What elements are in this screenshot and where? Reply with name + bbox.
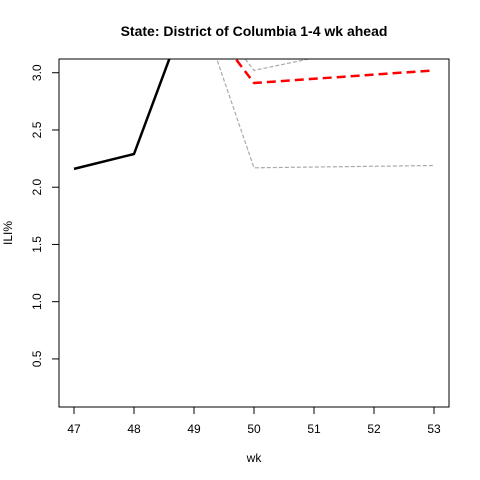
x-tick-label: 48 (127, 422, 141, 436)
y-tick-label: 3.0 (30, 64, 44, 81)
y-axis-label: ILI% (1, 221, 15, 245)
x-tick-label: 47 (67, 422, 81, 436)
y-tick-label: 0.5 (30, 350, 44, 367)
series-line-2-dashed (234, 59, 435, 85)
y-tick-label: 2.0 (30, 179, 44, 196)
x-tick-label: 53 (427, 422, 441, 436)
x-axis: 47 48 49 50 51 52 53 (67, 407, 441, 436)
chart-title: State: District of Columbia 1-4 wk ahead (121, 23, 388, 39)
x-tick-label: 51 (307, 422, 321, 436)
y-axis: 0.5 1.0 1.5 2.0 2.5 3.0 (30, 64, 59, 367)
y-tick-label: 1.5 (30, 236, 44, 253)
y-tick-label: 1.0 (30, 293, 44, 310)
plot-frame (58, 58, 450, 408)
series-line-1-solid (73, 59, 171, 171)
x-axis-label: wk (246, 451, 263, 465)
x-tick-label: 50 (247, 422, 261, 436)
x-tick-label: 52 (367, 422, 381, 436)
series-line-3-dotted (244, 59, 312, 72)
y-tick-label: 2.5 (30, 121, 44, 138)
x-tick-label: 49 (187, 422, 201, 436)
